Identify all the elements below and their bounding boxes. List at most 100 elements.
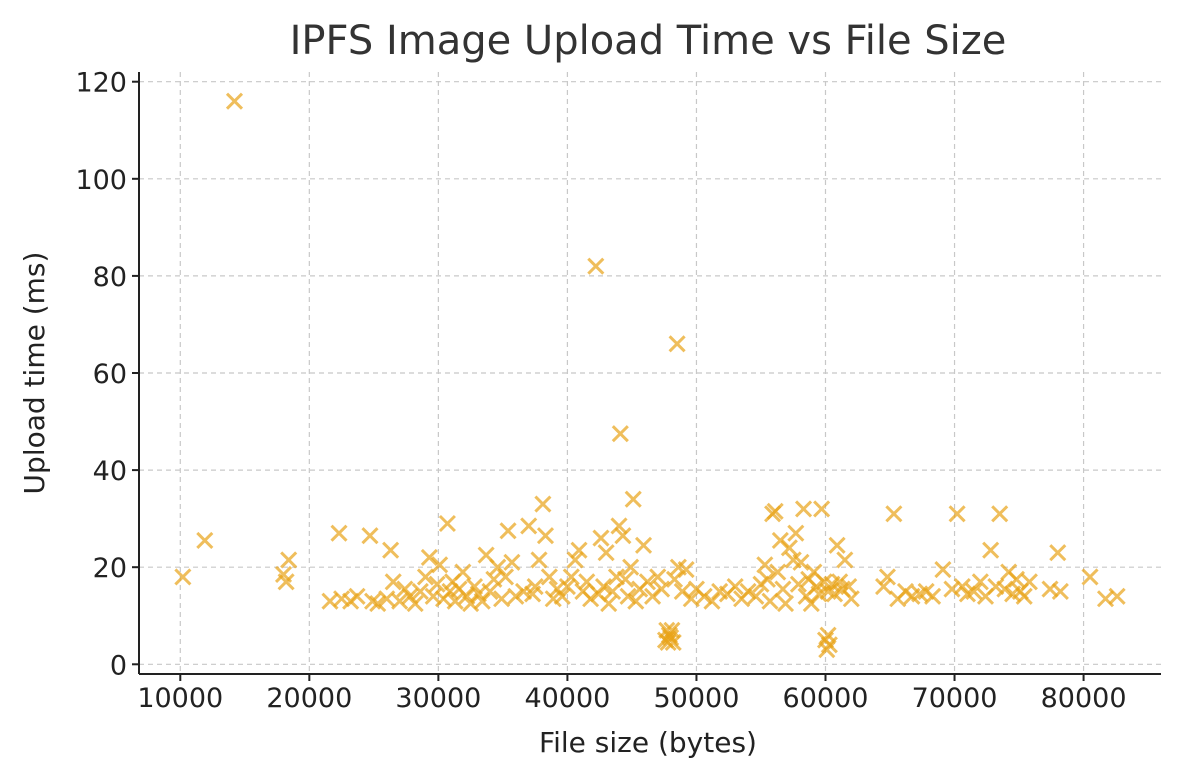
x-marker xyxy=(792,553,810,571)
data-point xyxy=(878,568,896,586)
data-point xyxy=(766,502,784,520)
x-marker xyxy=(885,505,903,523)
data-point xyxy=(507,587,525,605)
x-marker xyxy=(726,578,744,596)
x-axis-label: File size (bytes) xyxy=(539,726,757,759)
x-marker xyxy=(747,587,765,605)
data-point xyxy=(597,544,615,562)
data-point xyxy=(747,587,765,605)
x-marker xyxy=(361,527,379,545)
data-point xyxy=(530,551,548,569)
x-tick-label: 30000 xyxy=(395,683,481,714)
x-marker xyxy=(592,529,610,547)
data-point xyxy=(794,500,813,518)
data-point xyxy=(1007,570,1026,588)
data-point xyxy=(364,592,382,610)
x-marker xyxy=(587,257,605,275)
x-marker xyxy=(604,582,622,601)
x-marker xyxy=(789,575,807,593)
data-point xyxy=(634,536,653,554)
ticks: 10000 20000 30000 40000 50000 60000 70000 80000… xyxy=(75,68,1126,714)
data-point xyxy=(587,257,605,275)
data-point xyxy=(369,595,387,613)
x-marker xyxy=(1020,573,1038,591)
x-marker xyxy=(530,551,548,569)
data-point xyxy=(682,590,700,608)
x-marker xyxy=(520,517,538,535)
x-marker xyxy=(965,582,983,601)
x-marker xyxy=(411,582,429,601)
data-point xyxy=(695,587,713,605)
data-point xyxy=(196,531,214,550)
data-point xyxy=(982,541,1000,559)
x-marker xyxy=(1051,582,1069,601)
x-marker xyxy=(739,582,757,601)
x-marker xyxy=(776,595,795,613)
x-marker xyxy=(1041,580,1059,598)
x-marker xyxy=(664,633,682,652)
data-point xyxy=(948,505,966,523)
x-tick-label: 60000 xyxy=(783,683,869,714)
x-marker xyxy=(1081,568,1099,586)
data-point xyxy=(225,92,244,110)
x-marker xyxy=(610,517,628,535)
data-point xyxy=(438,514,456,533)
x-marker xyxy=(406,595,424,613)
data-point xyxy=(885,505,903,523)
data-point xyxy=(668,335,686,353)
data-point xyxy=(553,587,571,605)
data-point xyxy=(566,551,584,569)
y-tick-label: 0 xyxy=(110,650,127,681)
data-point xyxy=(503,553,521,571)
data-point xyxy=(739,582,757,601)
x-tick-label: 20000 xyxy=(266,683,352,714)
data-point xyxy=(594,578,613,596)
x-marker xyxy=(774,580,792,598)
x-marker xyxy=(384,573,402,591)
x-marker xyxy=(225,92,244,110)
x-marker xyxy=(382,541,400,559)
data-point xyxy=(622,558,640,576)
x-marker xyxy=(330,524,348,542)
x-marker xyxy=(677,561,695,579)
data-point xyxy=(610,517,628,535)
data-point xyxy=(758,570,776,588)
x-tick-label: 80000 xyxy=(1041,683,1127,714)
data-point xyxy=(174,568,192,586)
x-marker xyxy=(369,595,387,613)
x-marker xyxy=(934,561,952,579)
x-marker xyxy=(1015,587,1033,605)
data-point xyxy=(406,595,424,613)
x-marker xyxy=(446,592,464,610)
x-marker xyxy=(761,592,779,610)
data-point xyxy=(499,522,517,540)
x-marker xyxy=(597,544,615,562)
x-marker xyxy=(634,536,653,554)
data-point xyxy=(378,590,396,608)
chart-title: IPFS Image Upload Time vs File Size xyxy=(290,18,1007,64)
data-point xyxy=(558,578,576,596)
x-marker xyxy=(1007,570,1026,588)
x-marker xyxy=(174,568,192,586)
x-marker xyxy=(493,590,511,608)
data-point xyxy=(780,539,798,557)
x-marker xyxy=(499,522,517,540)
x-marker xyxy=(378,590,396,608)
data-point xyxy=(653,580,671,598)
data-point xyxy=(411,582,429,601)
data-point xyxy=(280,551,298,569)
grid xyxy=(139,72,1161,674)
x-marker xyxy=(842,590,860,608)
data-point xyxy=(536,527,555,545)
x-marker xyxy=(594,578,613,596)
data-points xyxy=(174,92,1126,659)
y-axis-label: Upload time (ms) xyxy=(18,252,51,495)
y-tick-label: 80 xyxy=(93,262,127,293)
x-marker xyxy=(274,565,293,584)
x-marker xyxy=(558,578,576,596)
data-point xyxy=(1049,544,1067,562)
data-point xyxy=(991,505,1009,523)
data-point xyxy=(1041,580,1059,598)
data-point xyxy=(616,570,635,588)
x-marker xyxy=(627,592,645,610)
